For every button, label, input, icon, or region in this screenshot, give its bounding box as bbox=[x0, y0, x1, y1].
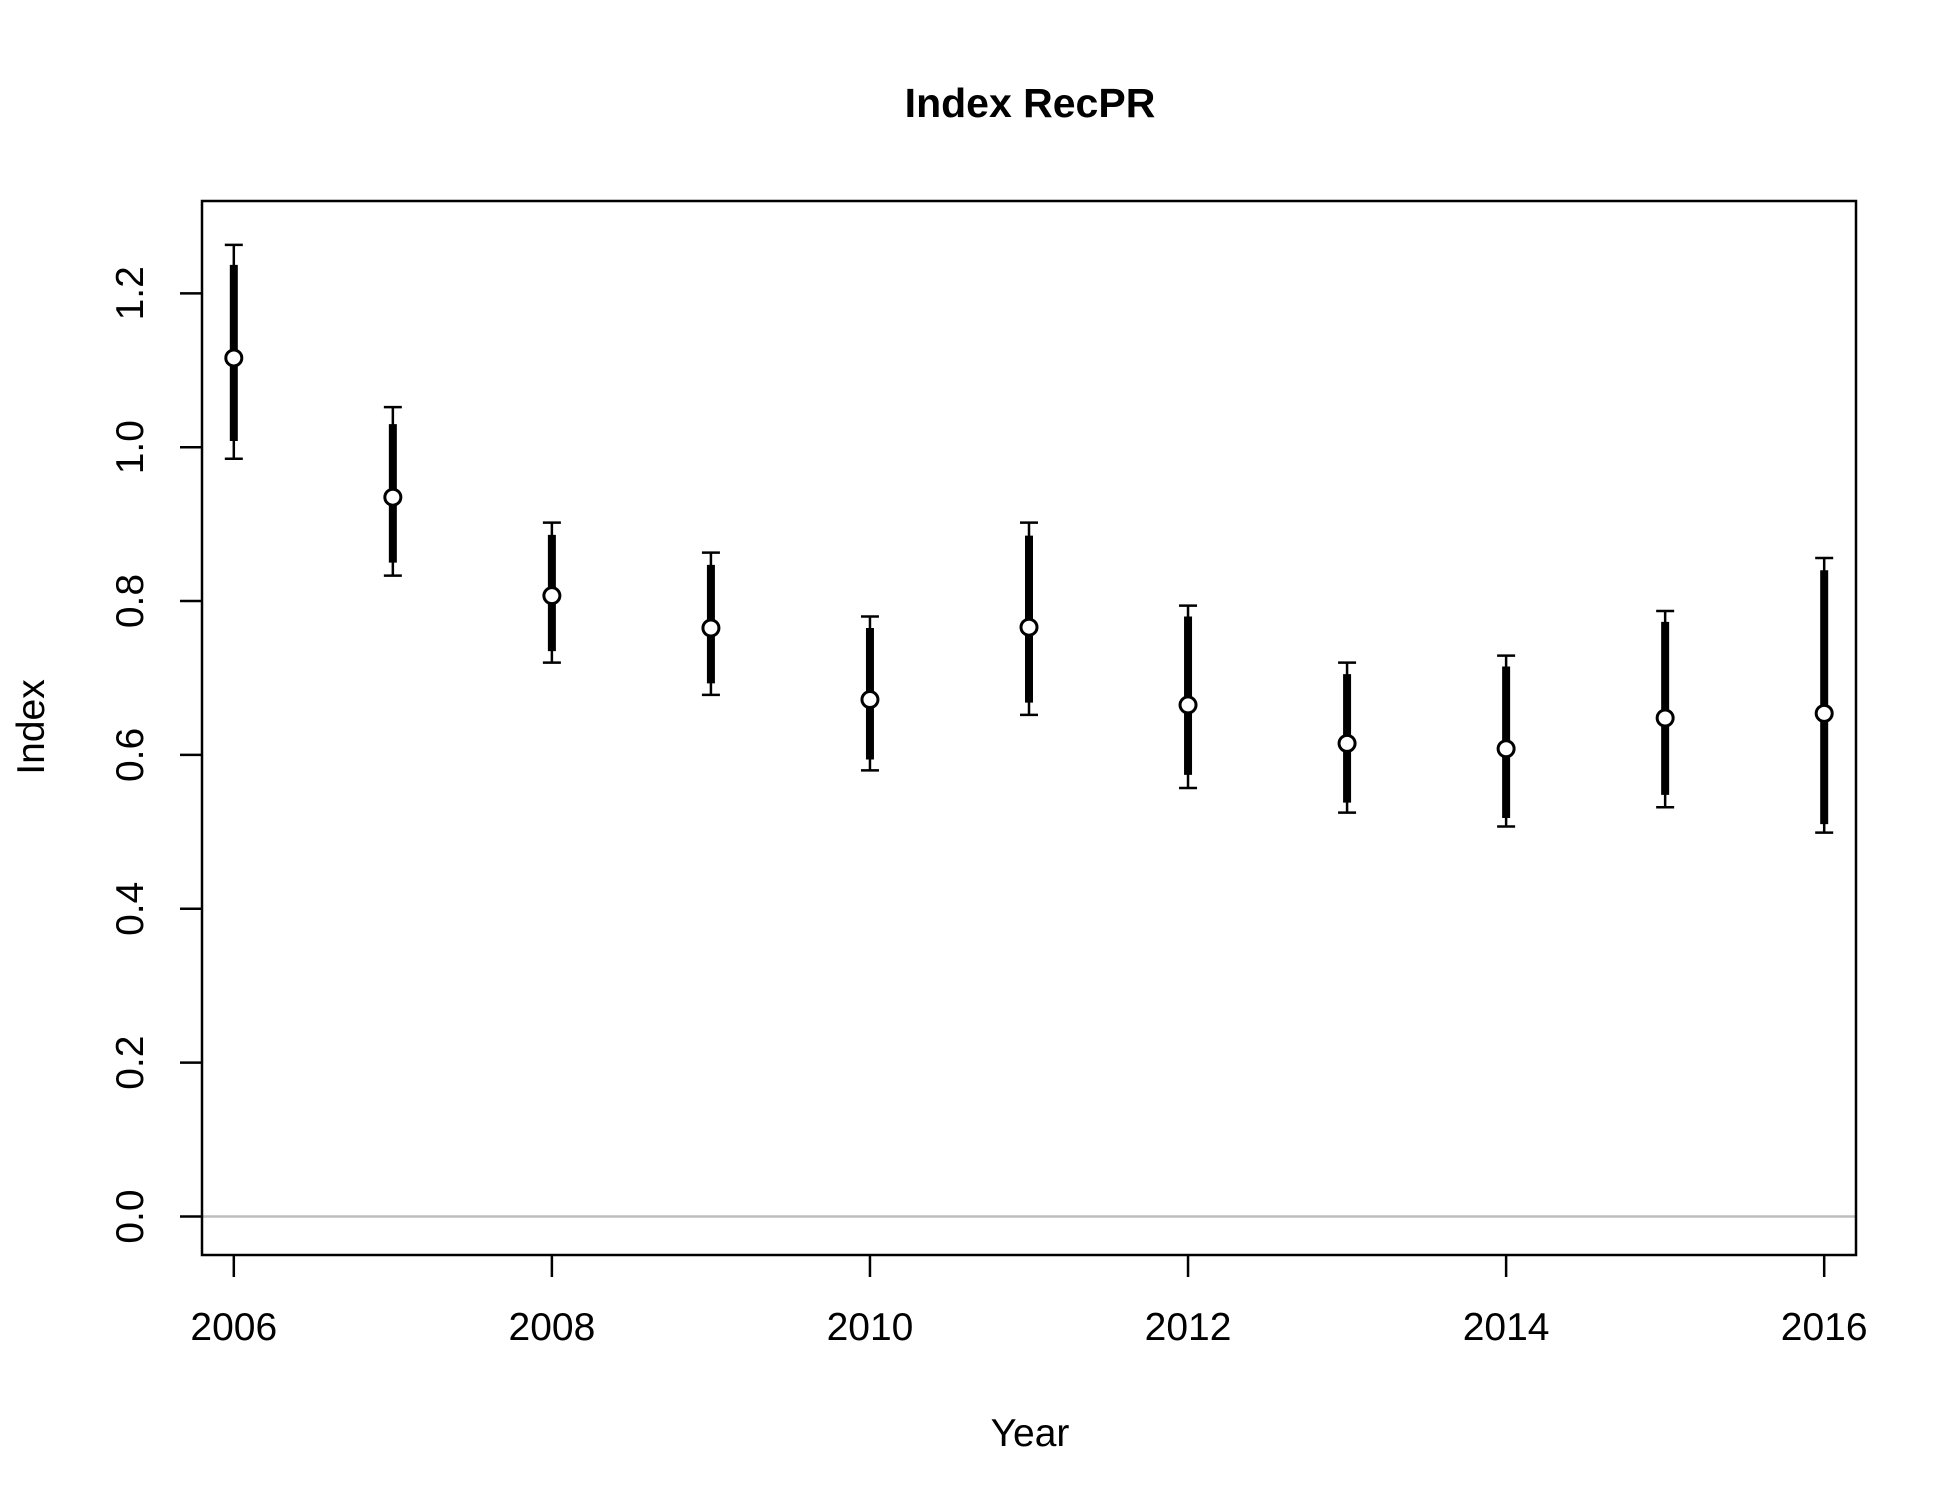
data-point-2009 bbox=[701, 618, 721, 638]
x-axis-label: Year bbox=[991, 1412, 1070, 1455]
data-point-2012 bbox=[1178, 695, 1198, 715]
plot-frame bbox=[200, 199, 1858, 1257]
x-tick-label-2016: 2016 bbox=[1781, 1306, 1868, 1349]
axes-layer: 2006 2008 2010 2012 2014 2016 0.0 0.2 0.4 0.6 0.8 1… bbox=[109, 199, 1868, 1349]
data-point-2011 bbox=[1019, 617, 1039, 637]
y-tick-label-0.8: 0.8 bbox=[109, 574, 152, 628]
x-tick-label-2010: 2010 bbox=[827, 1306, 914, 1349]
data-point-2015 bbox=[1655, 708, 1675, 728]
y-tick-label-0.2: 0.2 bbox=[109, 1036, 152, 1090]
y-tick-label-0.6: 0.6 bbox=[109, 728, 152, 782]
x-tick-label-2008: 2008 bbox=[509, 1306, 596, 1349]
data-point-2008 bbox=[542, 586, 562, 606]
x-tick-label-2014: 2014 bbox=[1463, 1306, 1550, 1349]
x-tick-label-2012: 2012 bbox=[1145, 1306, 1232, 1349]
data-point-2014 bbox=[1496, 739, 1516, 759]
y-tick-label-0.4: 0.4 bbox=[109, 882, 152, 936]
data-point-2010 bbox=[860, 690, 880, 710]
data-point-2007 bbox=[383, 487, 403, 507]
chart-title: Index RecPR bbox=[905, 80, 1156, 126]
data-point-2016 bbox=[1814, 703, 1834, 723]
data-layer bbox=[224, 243, 1834, 834]
y-tick-label-1.0: 1.0 bbox=[109, 420, 152, 474]
y-tick-label-1.2: 1.2 bbox=[109, 266, 152, 320]
y-tick-label-0.0: 0.0 bbox=[109, 1189, 152, 1243]
data-point-2013 bbox=[1337, 733, 1357, 753]
y-axis-label: Index bbox=[10, 679, 53, 775]
x-tick-label-2006: 2006 bbox=[190, 1306, 277, 1349]
data-point-2006 bbox=[224, 348, 244, 368]
